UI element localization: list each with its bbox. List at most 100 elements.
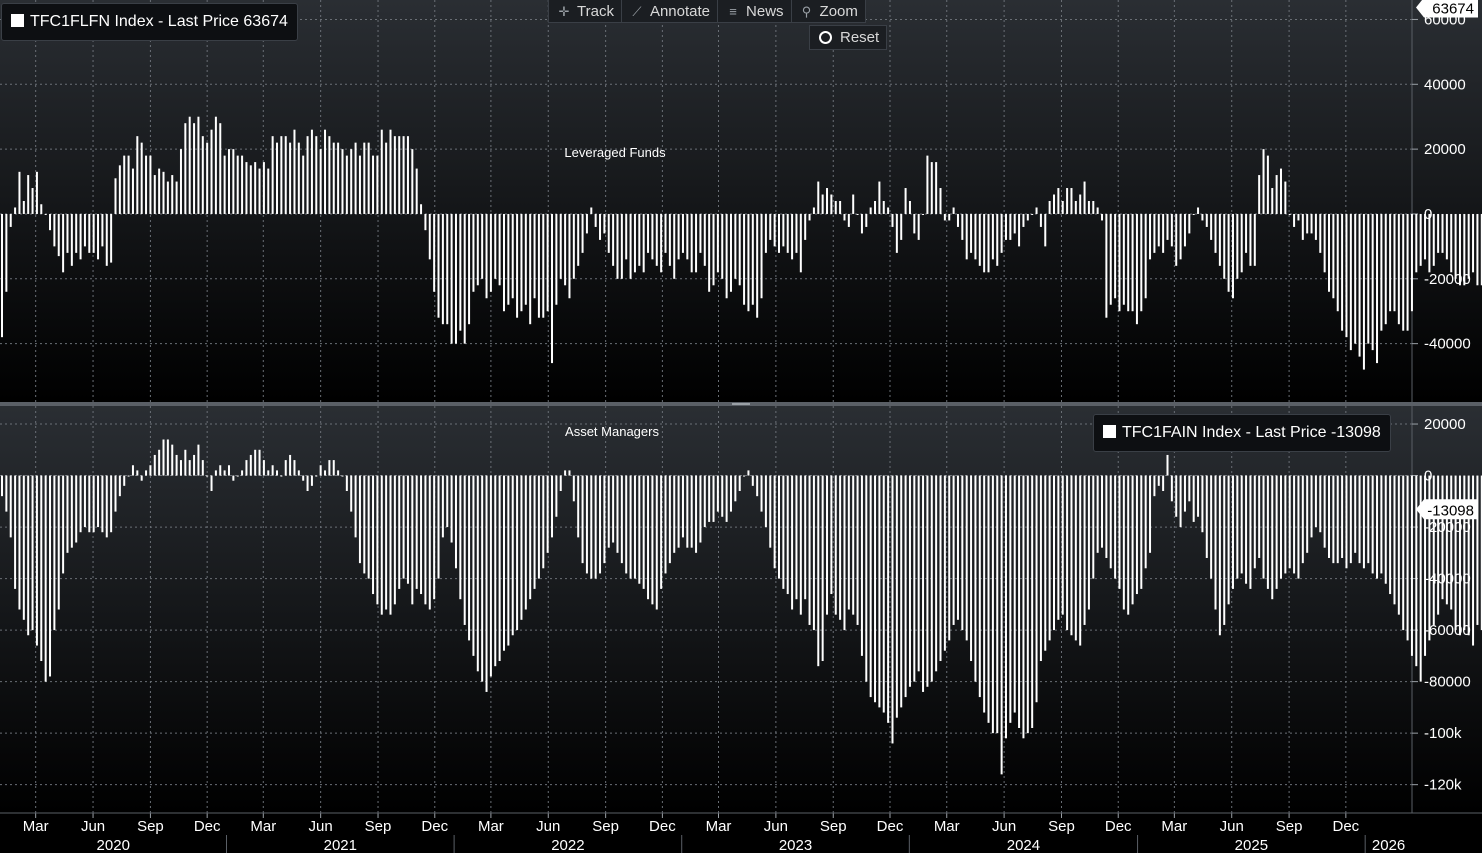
legend-asset-managers[interactable]: TFC1FAIN Index - Last Price -13098 — [1093, 414, 1391, 452]
x-tick-label: Dec — [421, 818, 448, 835]
bar — [131, 168, 134, 214]
bar — [721, 475, 724, 517]
bar — [1004, 213, 1007, 240]
bar — [594, 475, 597, 579]
bar — [991, 213, 994, 260]
bar — [1153, 475, 1156, 497]
bar — [904, 475, 907, 698]
bar — [1384, 475, 1387, 584]
x-tick-label: Mar — [250, 818, 276, 835]
bar — [324, 470, 327, 476]
bar — [57, 475, 60, 610]
bar — [1336, 475, 1339, 564]
bar — [433, 475, 436, 600]
reset-button[interactable]: Reset — [809, 25, 887, 50]
bar — [729, 475, 732, 512]
bar — [590, 475, 593, 579]
bar — [642, 475, 645, 589]
bar — [306, 475, 309, 492]
y-tick-label: -120k — [1424, 777, 1462, 794]
bar — [489, 213, 492, 292]
bar — [725, 213, 728, 299]
bar — [520, 213, 523, 312]
bar — [1445, 213, 1448, 260]
bar — [638, 475, 641, 584]
x-tick-label: Sep — [137, 818, 164, 835]
bar — [1262, 475, 1265, 579]
bar — [664, 475, 667, 574]
bar — [585, 475, 588, 574]
bar — [70, 213, 73, 266]
legend-leveraged-funds[interactable]: TFC1FLFN Index - Last Price 63674 — [1, 3, 298, 41]
bar — [507, 213, 510, 305]
x-tick-label: Dec — [194, 818, 221, 835]
bar — [1039, 213, 1042, 227]
bar — [210, 129, 213, 214]
bar — [1140, 213, 1143, 312]
bar — [681, 213, 684, 253]
bar — [913, 475, 916, 682]
bar — [494, 213, 497, 279]
bar — [393, 475, 396, 605]
bar — [764, 213, 767, 253]
bar — [651, 475, 654, 605]
news-button[interactable]: ≡ News — [718, 0, 792, 22]
bar — [289, 454, 292, 476]
bar — [411, 149, 414, 214]
bar — [1341, 213, 1344, 331]
bar — [97, 475, 100, 528]
bar — [1293, 213, 1296, 227]
bar — [799, 213, 802, 273]
bar — [830, 475, 833, 595]
bar — [75, 213, 78, 253]
bar — [284, 460, 287, 476]
bar — [625, 213, 628, 260]
bar — [695, 213, 698, 273]
x-tick-label: Jun — [992, 818, 1016, 835]
bar — [88, 475, 91, 533]
bar — [655, 213, 658, 266]
bar — [88, 213, 91, 253]
bar — [367, 142, 370, 214]
bar — [677, 213, 680, 260]
radio-dot-icon — [819, 31, 832, 44]
bar — [1197, 207, 1200, 214]
bar — [1402, 475, 1405, 631]
bar — [1035, 207, 1038, 214]
bar — [49, 213, 52, 231]
bar — [1341, 475, 1344, 558]
bar — [983, 213, 986, 273]
bar — [206, 475, 209, 477]
bar — [49, 475, 52, 677]
bar — [1472, 213, 1475, 273]
zoom-button[interactable]: ⚲ Zoom — [792, 0, 865, 22]
bar — [310, 475, 313, 486]
bar — [1380, 213, 1383, 331]
bar — [568, 470, 571, 476]
bar — [1092, 475, 1095, 579]
annotate-button[interactable]: ⟋ Annotate — [622, 0, 719, 22]
bar — [917, 213, 920, 240]
bar — [1157, 475, 1160, 486]
bar — [35, 475, 38, 646]
bar — [110, 475, 113, 533]
bar — [450, 475, 453, 543]
bar — [310, 129, 313, 214]
bar — [1402, 213, 1405, 331]
bar — [179, 460, 182, 476]
bar — [546, 475, 549, 553]
y-tick-label: 40000 — [1424, 76, 1466, 93]
bar — [1175, 213, 1178, 266]
bar — [647, 213, 650, 253]
track-button[interactable]: ✛ Track — [549, 0, 622, 22]
bar — [1149, 475, 1152, 553]
bar — [5, 213, 8, 292]
bar — [280, 136, 283, 214]
bar — [245, 460, 248, 476]
bar — [1253, 213, 1256, 266]
bar — [1319, 213, 1322, 253]
bar — [1428, 475, 1431, 641]
x-tick-label: Jun — [764, 818, 788, 835]
bar — [398, 136, 401, 214]
bar — [834, 201, 837, 214]
